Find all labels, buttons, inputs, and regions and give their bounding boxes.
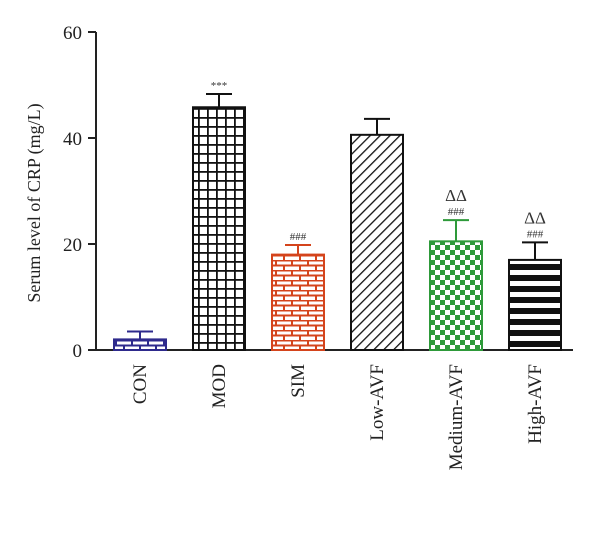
bar-con <box>113 338 167 351</box>
bar-mod <box>192 106 246 352</box>
bar-medium-avf <box>429 240 483 352</box>
y-axis-title: Serum level of CRP (mg/L) <box>24 103 45 302</box>
significance-annotation: ### <box>448 206 465 218</box>
significance-annotation: ### <box>527 228 544 240</box>
x-tick-label: Low-AVF <box>367 364 388 441</box>
delta-annotation: ΔΔ <box>524 208 546 227</box>
y-tick-label: 20 <box>63 235 82 256</box>
y-tick-label: 0 <box>73 341 83 362</box>
significance-annotation: ### <box>290 231 307 243</box>
x-tick-label: MOD <box>209 364 230 408</box>
bar-high-avf <box>508 258 562 351</box>
x-tick-label: SIM <box>288 364 309 398</box>
bar-low-avf <box>350 133 404 351</box>
significance-annotation: *** <box>211 80 228 92</box>
x-tick-label: High-AVF <box>525 364 546 444</box>
delta-annotation: ΔΔ <box>445 186 467 205</box>
x-tick-label: Medium-AVF <box>446 364 467 470</box>
bar-sim <box>271 253 325 352</box>
y-tick-label: 60 <box>63 23 82 44</box>
x-tick-label: CON <box>130 364 151 404</box>
y-tick-label: 40 <box>63 129 82 150</box>
